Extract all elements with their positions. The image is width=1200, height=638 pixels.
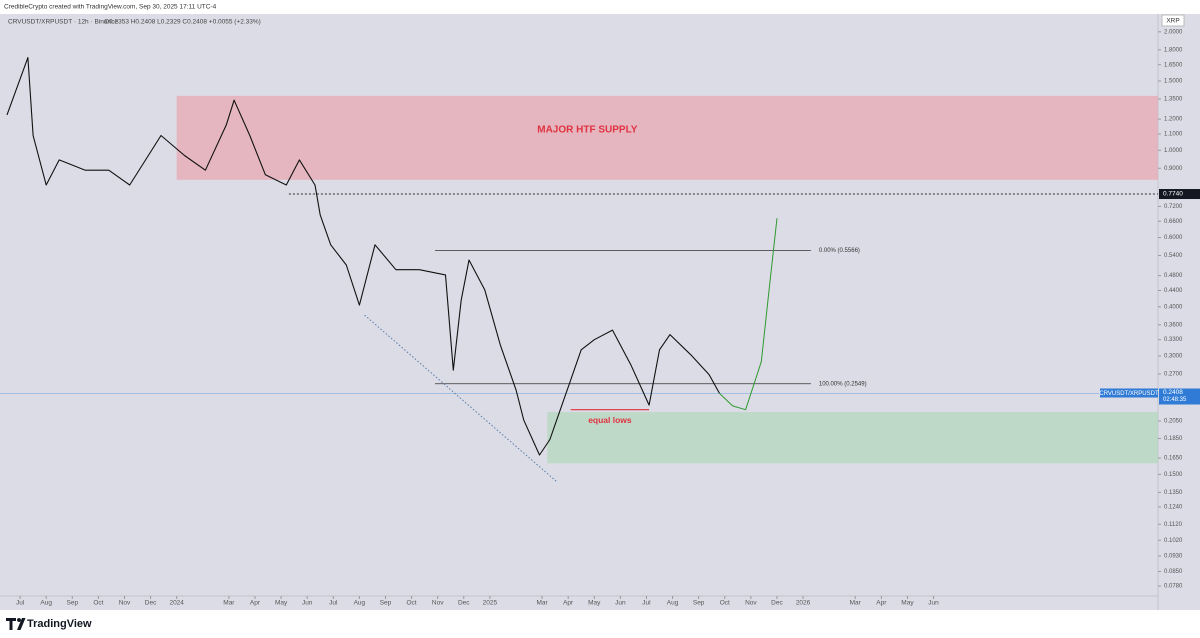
zone: [176, 95, 1159, 180]
x-tick-label: Dec: [145, 600, 157, 607]
price-line: [719, 218, 778, 411]
x-tick-label: Jun: [615, 600, 626, 607]
price-label-box: [1159, 189, 1200, 200]
logo-mark: [6, 618, 26, 630]
countdown: 02:48:35: [1163, 397, 1187, 403]
y-tick-label: 0.1020: [1164, 538, 1183, 544]
y-tick-label: 0.4000: [1164, 304, 1183, 310]
x-tick-label: Jun: [928, 600, 939, 607]
x-tick-label: Nov: [745, 600, 757, 607]
x-tick-label: Apr: [563, 600, 574, 607]
y-tick-label: 0.1350: [1164, 490, 1183, 496]
y-tick-label: 0.0930: [1164, 554, 1183, 560]
x-tick-label: 2026: [796, 600, 811, 607]
x-tick-label: Jul: [642, 600, 651, 607]
trendline: [364, 314, 559, 483]
y-tick-label: 0.0850: [1164, 569, 1183, 575]
y-tick-label: 1.0000: [1164, 148, 1183, 154]
brand: TradingView: [27, 618, 92, 630]
last-price-label: 0.2408: [1163, 389, 1183, 396]
x-tick-label: Jul: [329, 600, 338, 607]
equal-lows-label: equal lows: [588, 415, 632, 425]
y-tick-label: 0.4800: [1164, 273, 1183, 279]
y-tick-label: 0.9000: [1164, 166, 1183, 172]
price-label: 0.7740: [1163, 191, 1183, 198]
ohlc-info: O0.2353 H0.2408 L0.2329 C0.2408 +0.0055 …: [104, 19, 261, 26]
y-tick-label: 1.2000: [1164, 117, 1183, 123]
x-tick-label: 2024: [169, 600, 184, 607]
chart-title: CRVUSDT/XRPUSDT · 12h · Binance: [8, 19, 118, 26]
y-tick-label: 1.6500: [1164, 62, 1183, 68]
x-tick-label: Dec: [771, 600, 783, 607]
y-tick-label: 0.2700: [1164, 372, 1183, 378]
x-tick-label: May: [275, 600, 288, 607]
y-tick-label: 0.1120: [1164, 522, 1183, 528]
x-tick-label: Jun: [302, 600, 313, 607]
y-tick-label: 0.3300: [1164, 337, 1183, 343]
x-tick-label: Nov: [432, 600, 444, 607]
brand-logo: [6, 618, 26, 630]
y-tick-label: 0.2050: [1164, 419, 1183, 425]
x-tick-label: Nov: [119, 600, 131, 607]
zone-label: MAJOR HTF SUPPLY: [537, 124, 638, 135]
x-tick-label: Oct: [720, 600, 730, 607]
symbol-label: CRVUSDT/XRPUSDT: [1099, 391, 1159, 397]
y-tick-label: 0.0780: [1164, 584, 1183, 590]
x-tick-label: Apr: [250, 600, 261, 607]
y-tick-label: 0.4400: [1164, 288, 1183, 294]
last-price-box: [1159, 388, 1200, 405]
y-tick-label: 0.6000: [1164, 235, 1183, 241]
y-tick-label: 0.1240: [1164, 504, 1183, 510]
x-tick-label: Aug: [354, 600, 366, 607]
x-tick-label: Dec: [458, 600, 470, 607]
zone: [547, 412, 1158, 464]
x-tick-label: 2025: [483, 600, 498, 607]
x-tick-label: Mar: [850, 600, 862, 607]
x-tick-label: Apr: [876, 600, 887, 607]
y-tick-label: 0.1650: [1164, 456, 1183, 462]
x-tick-label: May: [588, 600, 601, 607]
y-tick-label: 2.0000: [1164, 29, 1183, 35]
x-tick-label: Mar: [536, 600, 548, 607]
x-tick-label: Sep: [67, 600, 79, 607]
y-tick-label: 1.5000: [1164, 79, 1183, 85]
y-tick-label: 0.6600: [1164, 219, 1183, 225]
x-tick-label: Aug: [667, 600, 679, 607]
x-tick-label: Oct: [407, 600, 417, 607]
currency-box: [1161, 14, 1185, 27]
x-tick-label: Sep: [380, 600, 392, 607]
header: CredibleCrypto created with TradingView.…: [4, 4, 217, 11]
fib-label: 0.00% (0.5566): [819, 248, 860, 254]
y-tick-label: 1.1000: [1164, 132, 1183, 138]
x-tick-label: May: [901, 600, 914, 607]
symbol-box: [1100, 388, 1158, 398]
fib-label: 100.00% (0.2549): [819, 381, 867, 387]
y-tick-label: 1.8000: [1164, 47, 1183, 53]
x-tick-label: Sep: [693, 600, 705, 607]
x-tick-label: Oct: [93, 600, 103, 607]
price-line: [6, 57, 720, 456]
y-tick-label: 0.3600: [1164, 322, 1183, 328]
x-tick-label: Mar: [223, 600, 235, 607]
y-tick-label: 0.3000: [1164, 354, 1183, 360]
x-tick-label: Aug: [40, 600, 52, 607]
y-tick-label: 0.1500: [1164, 472, 1183, 478]
y-tick-label: 0.1850: [1164, 436, 1183, 442]
y-tick-label: 0.7200: [1164, 204, 1183, 210]
currency: XRP: [1166, 18, 1179, 25]
y-tick-label: 1.3500: [1164, 97, 1183, 103]
x-tick-label: Jul: [16, 600, 25, 607]
y-tick-label: 0.5400: [1164, 253, 1183, 259]
